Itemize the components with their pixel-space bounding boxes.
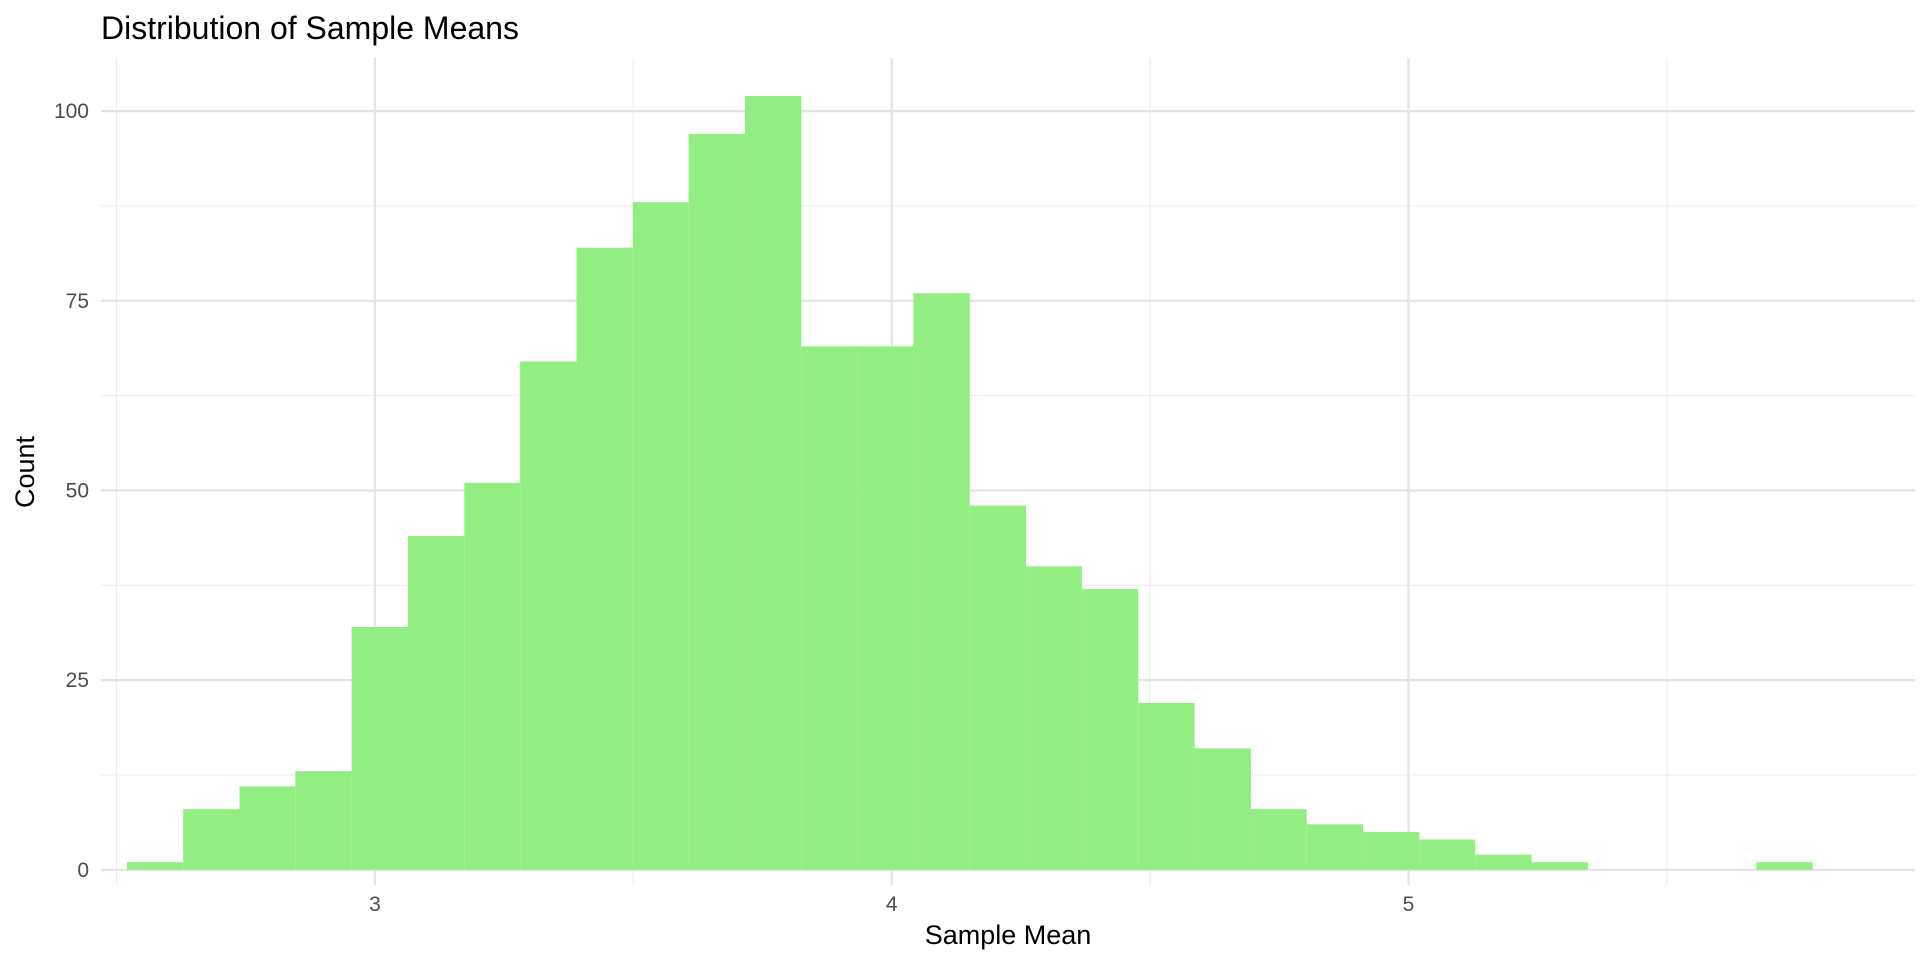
histogram-bar bbox=[632, 202, 689, 870]
y-axis-tick-labels: 0 25 50 75 100 bbox=[54, 100, 89, 882]
x-tick-label: 5 bbox=[1403, 893, 1415, 916]
histogram-bar bbox=[126, 862, 184, 870]
histogram-bar bbox=[183, 809, 240, 870]
histogram-bar bbox=[1194, 748, 1251, 870]
y-tick-label: 0 bbox=[77, 859, 89, 882]
histogram-bar bbox=[1250, 809, 1307, 870]
histogram-bar bbox=[239, 786, 296, 870]
histogram-bar bbox=[351, 627, 408, 870]
x-axis-tick-labels: 3 4 5 bbox=[369, 893, 1414, 916]
histogram-bars bbox=[126, 95, 1813, 870]
histogram-bar bbox=[857, 346, 914, 870]
histogram-bar bbox=[1138, 702, 1195, 870]
x-tick-label: 4 bbox=[886, 893, 898, 916]
y-tick-label: 75 bbox=[66, 290, 89, 313]
histogram-bar bbox=[1531, 862, 1588, 870]
histogram-bar bbox=[576, 247, 633, 870]
chart-title: Distribution of Sample Means bbox=[101, 10, 519, 46]
histogram-bar bbox=[464, 482, 521, 870]
histogram-bar bbox=[1363, 831, 1420, 870]
histogram-bar bbox=[1475, 854, 1532, 870]
y-axis-title: Count bbox=[10, 435, 40, 508]
histogram-bar bbox=[801, 346, 858, 870]
histogram-bar bbox=[744, 95, 802, 870]
x-axis-title: Sample Mean bbox=[925, 920, 1092, 950]
histogram-bar bbox=[688, 133, 745, 870]
histogram-bar bbox=[520, 361, 577, 870]
y-tick-label: 50 bbox=[66, 479, 89, 502]
histogram-bar bbox=[295, 771, 352, 870]
y-tick-label: 100 bbox=[54, 100, 89, 123]
histogram-bar bbox=[407, 535, 465, 870]
x-tick-label: 3 bbox=[369, 893, 381, 916]
histogram-bar bbox=[1419, 839, 1476, 870]
histogram-bar bbox=[1756, 862, 1813, 870]
histogram-bar bbox=[969, 505, 1027, 870]
histogram-bar bbox=[913, 293, 970, 870]
histogram-bar bbox=[1306, 824, 1364, 870]
histogram-bar bbox=[1026, 566, 1082, 870]
y-tick-label: 25 bbox=[66, 669, 89, 692]
histogram-bar bbox=[1081, 589, 1139, 870]
